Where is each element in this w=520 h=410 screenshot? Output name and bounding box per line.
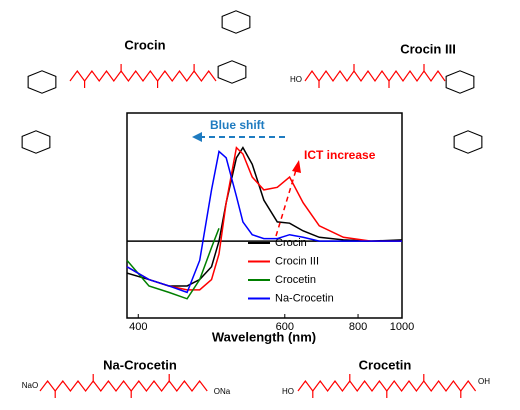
series-line — [126, 228, 220, 300]
x-tick-label: 1000 — [390, 321, 414, 333]
structure-ring — [221, 10, 251, 34]
structure-bond — [69, 69, 217, 83]
structure-bond — [304, 69, 446, 83]
legend-label: Crocin — [275, 237, 307, 249]
compound-label: Na-Crocetin — [103, 357, 177, 372]
atom-label: HO — [290, 75, 302, 84]
plot-frame — [126, 112, 403, 319]
atom-label: OH — [478, 377, 490, 386]
atom-label: ONa — [214, 387, 231, 396]
structure-ring — [445, 70, 475, 94]
arrow-head — [192, 132, 202, 142]
compound-label: Crocin — [124, 37, 165, 52]
structure-ring — [21, 130, 51, 154]
atom-label: NaO — [22, 381, 38, 390]
structure-ring — [27, 70, 57, 94]
legend-label: Na-Crocetin — [275, 292, 334, 304]
legend-label: Crocin III — [275, 255, 319, 267]
annotation: Blue shift — [210, 118, 265, 132]
compound-label: Crocin III — [400, 41, 456, 56]
legend-label: Crocetin — [275, 274, 316, 286]
x-tick-label: 400 — [129, 321, 147, 333]
x-tick-label: 800 — [349, 321, 367, 333]
series-line — [126, 146, 402, 291]
structure-bond — [39, 380, 208, 392]
annotation: ICT increase — [304, 148, 376, 162]
x-axis-title: Wavelength (nm) — [212, 329, 316, 344]
atom-label: HO — [282, 387, 294, 396]
structure-bond — [297, 379, 477, 393]
series-line — [126, 150, 402, 294]
annotation-arrow — [275, 169, 297, 237]
compound-label: Crocetin — [359, 357, 412, 372]
structure-ring — [453, 130, 483, 154]
structure-ring — [217, 60, 247, 84]
arrow-head — [292, 160, 301, 173]
x-tick-label: 600 — [276, 321, 294, 333]
series-line — [126, 146, 403, 287]
